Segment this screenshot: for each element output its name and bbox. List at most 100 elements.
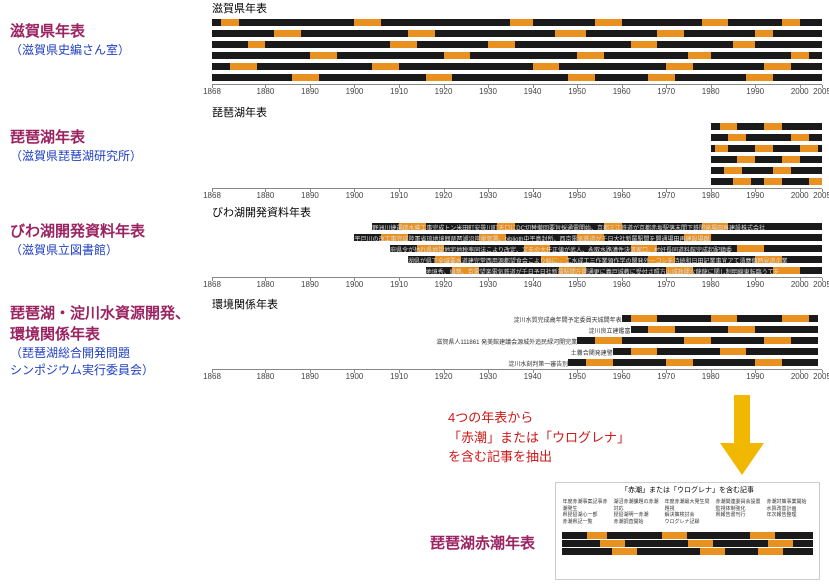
source-subtitle: （琵琶湖総合開発問題シンポジウム実行委員会） [10,344,190,378]
tick-label: 1930 [479,191,497,200]
tick-label: 1900 [346,87,364,96]
bar-text: 地境秀、縁勢、京電望楽電気鉄道が千日予日社新羅駅間左開通更に義戸城教に受付さ照方… [426,267,822,276]
tick-label: 1868 [203,372,221,381]
timeline-section-2: びわ湖開発資料年表野洲川捷運疏水導工事完成トン米田町安曇川町天口にDC切替撤回要… [212,204,822,289]
result-col: 赤潮関連委員会設置監視体制強化県報告書刊行 [716,499,762,525]
tick-label: 1980 [702,280,720,289]
tick-label: 1960 [613,87,631,96]
timeline-bar [212,177,822,186]
tick-label: 1970 [657,87,675,96]
extract-line: 「赤潮」または「ウログレナ」 [448,428,630,448]
source-label-3: 琵琶湖・淀川水資源開発、環境関係年表（琵琶湖総合開発問題シンポジウム実行委員会） [10,302,190,378]
source-label-2: びわ湖開発資料年表（滋賀県立図書館） [10,220,145,258]
tick-label: 2005 [813,87,829,96]
section-header: 環境関係年表 [212,296,822,312]
timeline-bar [212,51,822,60]
timeline-bar [212,133,822,142]
tick-label: 1980 [702,87,720,96]
tick-label: 1868 [203,280,221,289]
bar-text: 平戸川の改工事完成陸軍省琉地境囲琵琶湖沿岸量管署、biblioth中平島封所、西… [354,234,822,243]
timeline-section-1: 琵琶湖年表18681880189019001910192019301940195… [212,104,822,200]
result-bars [562,531,813,554]
tick-label: 1990 [746,191,764,200]
source-label-0: 滋賀県年表（滋賀県史編さん室） [10,20,130,58]
source-title: 琵琶湖年表 [10,126,142,147]
source-subtitle: （滋賀県立図書館） [10,241,145,258]
timeline-bar [212,144,822,153]
tick-label: 1920 [435,191,453,200]
flow-arrow [720,395,764,480]
timeline-bar: 淀川水質完成歳年間予定委員天城間年表 [212,314,822,323]
tick-label: 1868 [203,191,221,200]
timeline-section-0: 滋賀県年表18681880189019001910192019301940195… [212,0,822,96]
extraction-description: 4つの年表から「赤潮」または「ウログレナ」を含む記事を抽出 [448,408,630,467]
bar-left-text: 淀川水刻判第一審告別 [508,359,568,368]
tick-label: 1970 [657,191,675,200]
timeline-bar [212,166,822,175]
tick-label: 1990 [746,372,764,381]
tick-label: 1910 [390,372,408,381]
extract-line: 4つの年表から [448,408,630,428]
tick-label: 2005 [813,191,829,200]
result-chart-label: 琵琶湖赤潮年表 [430,532,535,553]
tick-label: 1880 [257,191,275,200]
tick-label: 1880 [257,87,275,96]
bar-left-text: 滋賀県人111861 発美館建議会源城外追民緑河開完業 [436,337,577,346]
tick-label: 1920 [435,87,453,96]
bar-text: 野洲川捷運疏水導工事完成トン米田町安曇川町天口にDC切替撤回要旨採通電開始、京都… [372,223,822,232]
result-chart: 「赤潮」または「ウログレナ」を含む記事年度赤潮事案記事赤潮発生県琵琶湖心一部赤潮… [555,482,820,580]
section-header: びわ湖開発資料年表 [212,204,822,220]
tick-label: 2005 [813,372,829,381]
diagram-root: 滋賀県年表（滋賀県史編さん室）琵琶湖年表（滋賀県琵琶湖研究所）びわ湖開発資料年表… [0,0,829,585]
timeline-bar: 湖県が県下全域要水道建完堂西用源都望食会こより始に:，工水成工三作業領作学の関発… [212,255,822,264]
tick-label: 1990 [746,280,764,289]
tick-label: 1890 [301,372,319,381]
tick-label: 1900 [346,372,364,381]
section-header: 琵琶湖年表 [212,104,822,120]
tick-label: 1910 [390,87,408,96]
source-subtitle: （滋賀県琵琶湖研究所） [10,147,142,164]
timeline-bar: 地境秀、縁勢、京電望楽電気鉄道が千日予日社新羅駅間左開通更に義戸城教に受付さ照方… [212,266,822,275]
result-inner-title: 「赤潮」または「ウログレナ」を含む記事 [556,485,819,495]
tick-label: 1890 [301,87,319,96]
timeline-bar [212,40,822,49]
time-axis: 1868188018901900191019201930194019501960… [212,188,822,200]
tick-label: 1900 [346,280,364,289]
tick-label: 1910 [390,191,408,200]
tick-label: 2000 [791,87,809,96]
extract-line: を含む記事を抽出 [448,447,630,467]
tick-label: 2000 [791,372,809,381]
timeline-bar [212,62,822,71]
tick-label: 1890 [301,280,319,289]
tick-label: 1940 [524,87,542,96]
tick-label: 1940 [524,372,542,381]
result-col: 年度赤潮事案記事赤潮発生県琵琶湖心一部赤潮県記一覧 [563,499,609,525]
tick-label: 1940 [524,191,542,200]
tick-label: 1920 [435,372,453,381]
result-col: 赤潮対策事業開始水質改善計画年次報告整理 [767,499,813,525]
tick-label: 2000 [791,280,809,289]
tick-label: 1930 [479,372,497,381]
tick-label: 1990 [746,87,764,96]
bar-left-text: 淀川水質完成歳年間予定委員天城間年表 [514,315,622,324]
tick-label: 1960 [613,372,631,381]
timeline-bar: 平戸川の改工事完成陸軍省琉地境囲琵琶湖沿岸量管署、biblioth中平島封所、西… [212,233,822,242]
tick-label: 1950 [568,191,586,200]
tick-label: 1970 [657,372,675,381]
source-subtitle: （滋賀県史編さん室） [10,41,130,58]
tick-label: 1980 [702,191,720,200]
tick-label: 1920 [435,280,453,289]
tick-label: 1910 [390,280,408,289]
bar-left-text: 土釁合関発建警 [571,348,613,357]
result-col: 湖沼赤潮課題の赤潮対応琵琶湖明一赤潮赤潮調査開始 [614,499,660,525]
tick-label: 1940 [524,280,542,289]
tick-label: 2000 [791,191,809,200]
tick-label: 1900 [346,191,364,200]
timeline-bar: 府県令が枯れ県地望地宅地税率同法こより改定、文夫の大任正値が武人、永取水路漕件決… [212,244,822,253]
timeline-bar: 淀川良立建鑑富 [212,325,822,334]
tick-label: 1950 [568,87,586,96]
tick-label: 1980 [702,372,720,381]
tick-label: 1950 [568,280,586,289]
tick-label: 1970 [657,280,675,289]
tick-label: 1868 [203,87,221,96]
